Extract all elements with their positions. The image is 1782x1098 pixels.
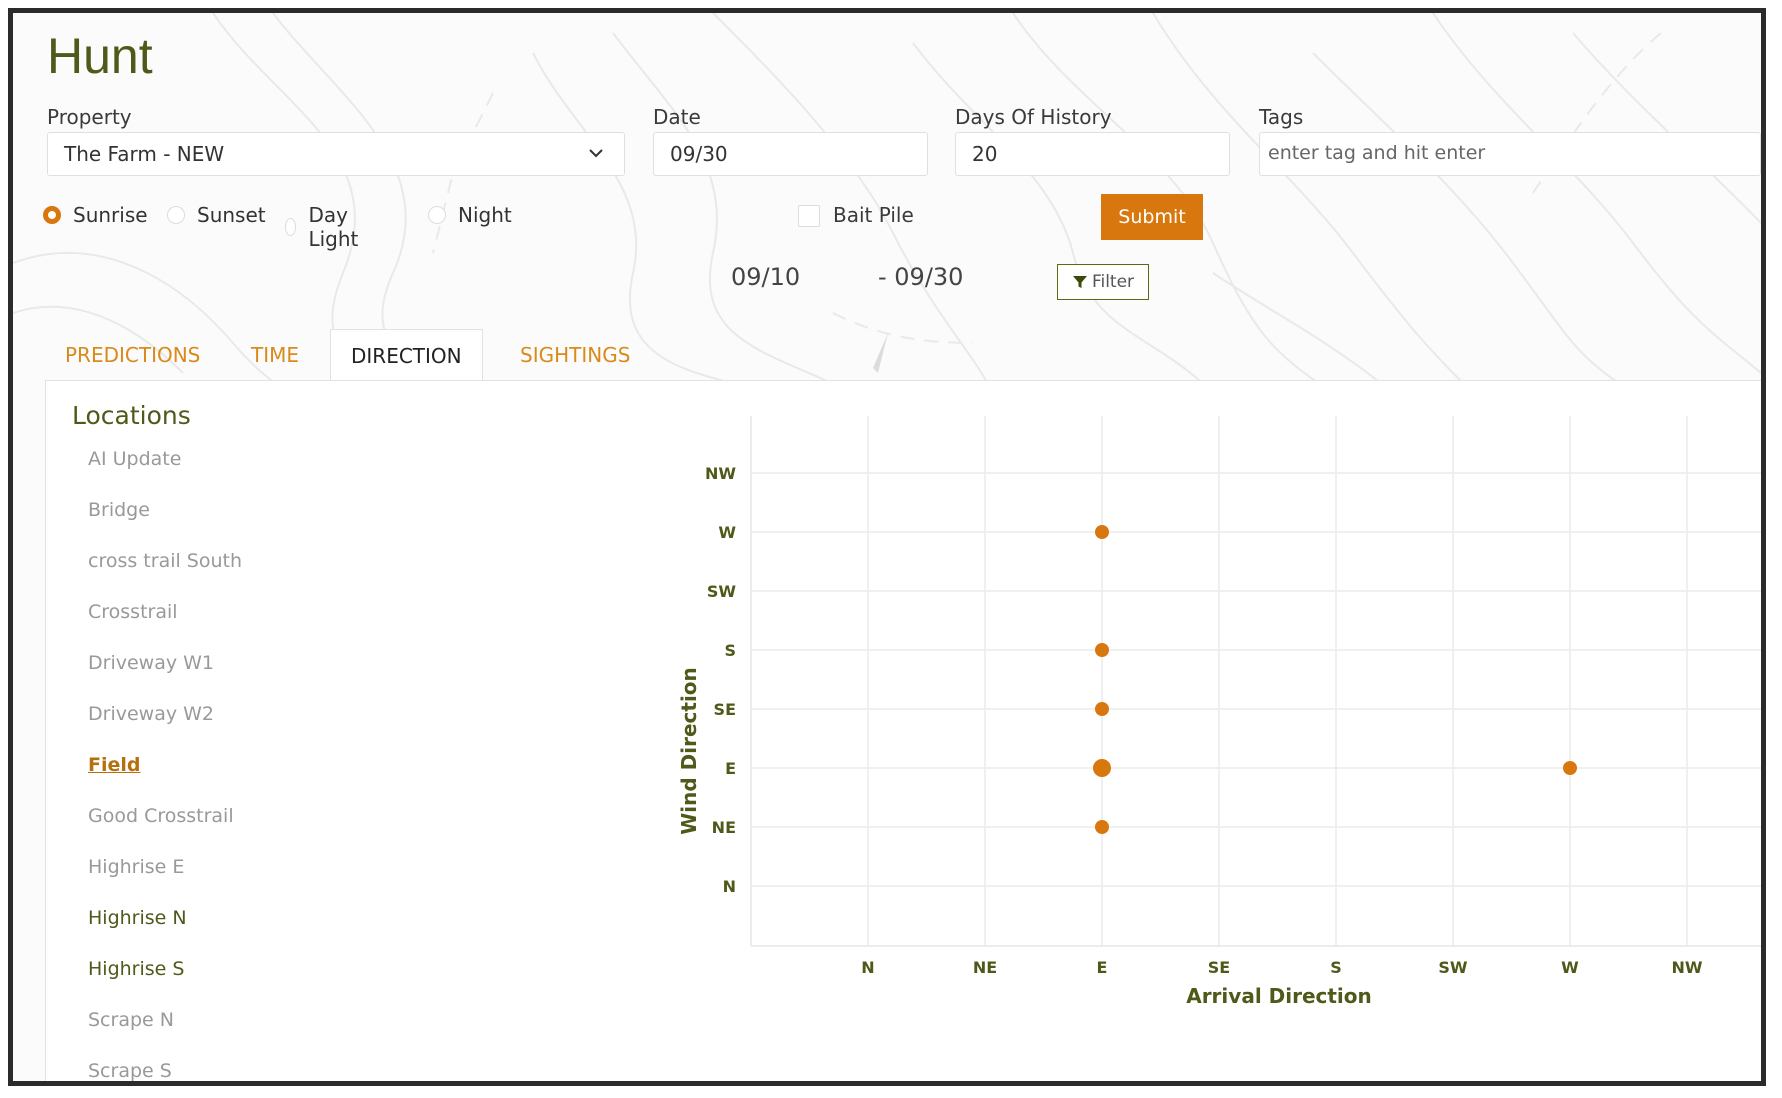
date-label: Date xyxy=(653,105,701,129)
location-item[interactable]: AI Update xyxy=(88,448,182,470)
data-point[interactable] xyxy=(1095,820,1109,834)
location-item[interactable]: Field xyxy=(88,754,141,776)
tab-sightings[interactable]: SIGHTINGS xyxy=(520,343,631,367)
radio-day-light[interactable]: Day Light xyxy=(285,203,365,251)
days-history-input[interactable]: 20 xyxy=(955,132,1230,176)
y-tick-label: S xyxy=(724,641,736,660)
bait-pile-checkbox[interactable] xyxy=(798,205,820,227)
y-tick-label: NE xyxy=(712,818,736,837)
bait-pile-label: Bait Pile xyxy=(833,203,914,227)
radio-label: Day Light xyxy=(308,203,359,251)
app-window: Hunt Property The Farm - NEW Date 09/30 … xyxy=(8,8,1766,1086)
radio-button-icon xyxy=(167,206,185,224)
radio-night[interactable]: Night xyxy=(428,203,512,227)
x-tick-label: NW xyxy=(1671,958,1702,977)
data-point[interactable] xyxy=(1563,761,1577,775)
locations-title: Locations xyxy=(72,401,191,430)
x-tick-label: N xyxy=(861,958,874,977)
date-input[interactable]: 09/30 xyxy=(653,132,928,176)
data-point[interactable] xyxy=(1095,643,1109,657)
topographic-background xyxy=(13,13,1761,393)
location-item[interactable]: Driveway W1 xyxy=(88,652,214,674)
radio-sunrise[interactable]: Sunrise xyxy=(43,203,148,227)
radio-button-icon xyxy=(428,206,446,224)
y-tick-label: N xyxy=(723,877,736,896)
radio-button-icon xyxy=(285,218,297,236)
x-axis-label: Arrival Direction xyxy=(1186,984,1372,1008)
location-item[interactable]: Scrape N xyxy=(88,1009,174,1031)
location-item[interactable]: Highrise N xyxy=(88,907,187,929)
x-tick-label: E xyxy=(1097,958,1108,977)
filter-icon xyxy=(1072,276,1087,288)
range-start: 09/10 xyxy=(731,263,801,291)
location-item[interactable]: cross trail South xyxy=(88,550,243,572)
location-item[interactable]: Good Crosstrail xyxy=(88,805,234,827)
y-tick-label: SE xyxy=(714,700,736,719)
range-end: - 09/30 xyxy=(878,263,964,291)
location-item[interactable]: Crosstrail xyxy=(88,601,178,623)
submit-button[interactable]: Submit xyxy=(1101,194,1203,240)
chevron-down-icon xyxy=(589,149,603,158)
radio-sunset[interactable]: Sunset xyxy=(167,203,266,227)
x-tick-labels: N NE E SE S SW W NW xyxy=(861,958,1703,977)
x-tick-label: NE xyxy=(973,958,997,977)
location-item[interactable]: Bridge xyxy=(88,499,150,521)
y-tick-labels: N NE E SE S SW W NW xyxy=(705,464,736,896)
property-label: Property xyxy=(47,105,132,129)
x-tick-label: S xyxy=(1330,958,1342,977)
data-point[interactable] xyxy=(1095,702,1109,716)
radio-label: Sunrise xyxy=(73,203,148,227)
y-tick-label: W xyxy=(718,523,736,542)
tab-direction[interactable]: DIRECTION xyxy=(330,329,483,382)
tab-time[interactable]: TIME xyxy=(251,343,300,367)
y-axis-label: Wind Direction xyxy=(677,667,701,835)
y-tick-label: E xyxy=(725,759,736,778)
radio-label: Sunset xyxy=(197,203,266,227)
data-point[interactable] xyxy=(1093,759,1111,777)
data-point[interactable] xyxy=(1095,525,1109,539)
filter-button[interactable]: Filter xyxy=(1057,264,1149,300)
property-select[interactable]: The Farm - NEW xyxy=(47,132,625,176)
y-tick-label: SW xyxy=(707,582,737,601)
radio-label: Night xyxy=(458,203,512,227)
data-points xyxy=(1093,525,1577,834)
x-tick-label: W xyxy=(1561,958,1579,977)
tags-label: Tags xyxy=(1259,105,1304,129)
tags-input[interactable]: enter tag and hit enter xyxy=(1259,132,1761,176)
page-title: Hunt xyxy=(47,28,153,84)
location-item[interactable]: Scrape S xyxy=(88,1060,172,1082)
tab-predictions[interactable]: PREDICTIONS xyxy=(65,343,201,367)
filter-label: Filter xyxy=(1091,272,1135,292)
x-tick-label: SE xyxy=(1208,958,1230,977)
x-tick-label: SW xyxy=(1438,958,1468,977)
y-tick-label: NW xyxy=(705,464,736,483)
direction-panel: Locations AI Update Bridge cross trail Sou… xyxy=(45,380,1761,1082)
days-history-label: Days Of History xyxy=(955,105,1112,129)
radio-button-icon xyxy=(43,206,61,224)
location-item[interactable]: Highrise E xyxy=(88,856,185,878)
property-value: The Farm - NEW xyxy=(64,142,225,166)
direction-chart: N NE E SE S SW W NW N NE E SE S SW W NW Arrival Direct… xyxy=(677,416,1761,1008)
location-item[interactable]: Driveway W2 xyxy=(88,703,214,725)
location-item[interactable]: Highrise S xyxy=(88,958,185,980)
chart-grid xyxy=(750,416,1761,947)
